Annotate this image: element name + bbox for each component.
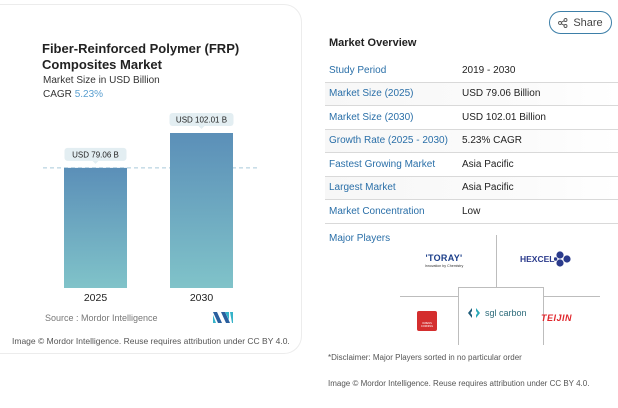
sgl-brackets-icon <box>468 308 480 318</box>
overview-row-growth-rate: Growth Rate (2025 - 2030) 5.23% CAGR <box>325 129 618 153</box>
share-button[interactable]: Share <box>549 11 612 34</box>
owens-corning-logo: OWENS CORNING <box>417 311 437 331</box>
data-label-bg <box>64 147 127 161</box>
chart-subtitle: Market Size in USD Billion <box>43 75 160 86</box>
overview-value: USD 79.06 Billion <box>462 88 541 100</box>
hexcel-name: HEXCEL <box>520 254 555 264</box>
sgl-carbon-logo: sgl carbon <box>467 308 527 318</box>
data-label-bg <box>169 113 234 126</box>
source-text: Source : Mordor Intelligence <box>45 313 158 323</box>
overview-value: 5.23% CAGR <box>462 135 523 147</box>
teijin-logo: TEIJIN <box>541 313 573 323</box>
major-players-grid: 'TORAY' Innovation by Chemistry HEXCEL O… <box>400 235 600 345</box>
toray-name: 'TORAY' <box>425 253 463 263</box>
overview-row-study-period: Study Period 2019 - 2030 <box>325 59 618 83</box>
data-label-pointer <box>198 126 205 129</box>
divider <box>543 287 544 345</box>
owens-corning-name: OWENS CORNING <box>420 322 434 328</box>
cagr-line: CAGR 5.23% <box>43 89 103 100</box>
x-tick-label: 2030 <box>190 292 214 304</box>
overview-value: USD 102.01 Billion <box>462 111 546 123</box>
overview-row-fastest-growing: Fastest Growing Market Asia Pacific <box>325 153 618 177</box>
overview-row-market-size-2030: Market Size (2030) USD 102.01 Billion <box>325 106 618 130</box>
data-label: USD 102.01 B <box>176 116 227 125</box>
overview-key[interactable]: Market Concentration <box>329 205 425 217</box>
bar-chart: USD 79.06 B 2025 USD 102.01 B 2030 <box>43 113 258 304</box>
overview-row-largest-market: Largest Market Asia Pacific <box>325 176 618 200</box>
disclaimer-text: *Disclaimer: Major Players sorted in no … <box>328 353 522 362</box>
copyright-left: Image © Mordor Intelligence. Reuse requi… <box>12 336 290 346</box>
bar-2030 <box>170 133 233 288</box>
divider <box>496 235 497 287</box>
overview-key[interactable]: Market Size (2030) <box>329 111 414 123</box>
copyright-right: Image © Mordor Intelligence. Reuse requi… <box>328 379 590 388</box>
sgl-carbon-name: sgl carbon <box>485 308 527 318</box>
overview-key[interactable]: Market Size (2025) <box>329 88 414 100</box>
overview-value: Asia Pacific <box>462 158 514 170</box>
market-snapshot-card: Fiber-Reinforced Polymer (FRP) Composite… <box>0 4 302 354</box>
overview-value: Low <box>462 205 481 217</box>
mordor-intelligence-logo-icon <box>213 312 233 323</box>
overview-key[interactable]: Largest Market <box>329 182 396 194</box>
overview-value: 2019 - 2030 <box>462 64 516 76</box>
overview-row-concentration: Market Concentration Low <box>325 200 618 224</box>
share-label: Share <box>573 16 603 29</box>
chart-title: Fiber-Reinforced Polymer (FRP) Composite… <box>42 41 240 72</box>
hexcel-logo: HEXCEL <box>520 251 574 267</box>
overview-key[interactable]: Growth Rate (2025 - 2030) <box>329 135 448 147</box>
overview-key[interactable]: Fastest Growing Market <box>329 158 436 170</box>
divider <box>400 296 458 297</box>
share-icon <box>558 17 568 28</box>
market-overview-table: Study Period 2019 - 2030 Market Size (20… <box>325 59 618 224</box>
x-tick-label: 2025 <box>84 292 108 304</box>
hexcel-hexagons-icon <box>554 251 572 267</box>
divider <box>458 287 459 345</box>
divider <box>458 287 544 288</box>
divider <box>544 296 600 297</box>
cagr-value: 5.23% <box>74 89 104 100</box>
overview-value: Asia Pacific <box>462 182 514 194</box>
toray-tagline: Innovation by Chemistry <box>424 264 464 268</box>
overview-row-market-size-2025: Market Size (2025) USD 79.06 Billion <box>325 82 618 106</box>
data-label: USD 79.06 B <box>72 150 119 159</box>
cagr-label: CAGR <box>43 89 72 100</box>
toray-logo: 'TORAY' Innovation by Chemistry <box>412 253 476 268</box>
market-overview-title: Market Overview <box>329 37 417 49</box>
bar-2025 <box>64 167 127 288</box>
data-label-pointer <box>92 160 99 164</box>
major-players-title[interactable]: Major Players <box>329 233 391 244</box>
overview-key[interactable]: Study Period <box>329 64 387 76</box>
